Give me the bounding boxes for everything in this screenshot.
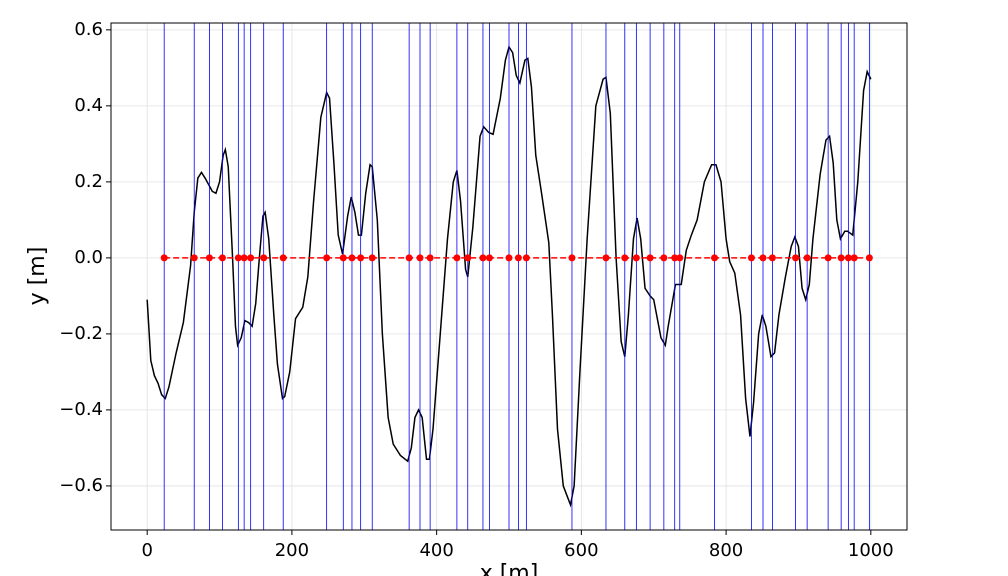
point xyxy=(234,254,242,262)
point xyxy=(522,254,530,262)
x-tick-label: 400 xyxy=(419,540,453,561)
x-axis-label: x [m] xyxy=(480,561,539,576)
point xyxy=(260,254,268,262)
point xyxy=(247,254,255,262)
point xyxy=(405,254,413,262)
point xyxy=(485,254,493,262)
point xyxy=(844,254,852,262)
point xyxy=(426,254,434,262)
y-tick-label: −0.6 xyxy=(59,475,103,496)
y-tick-label: −0.2 xyxy=(59,323,103,344)
point xyxy=(464,254,472,262)
x-tick-label: 200 xyxy=(275,540,309,561)
point xyxy=(160,254,168,262)
point xyxy=(357,254,365,262)
x-tick-label: 0 xyxy=(141,540,152,561)
point xyxy=(711,254,719,262)
point xyxy=(837,254,845,262)
point xyxy=(190,254,198,262)
point xyxy=(850,254,858,262)
point xyxy=(479,254,487,262)
y-tick-label: 0.0 xyxy=(74,247,103,268)
point xyxy=(218,254,226,262)
point xyxy=(676,254,684,262)
point xyxy=(323,254,331,262)
point xyxy=(759,254,767,262)
plot-frame xyxy=(110,22,908,531)
point xyxy=(660,254,668,262)
point xyxy=(514,254,522,262)
point xyxy=(671,254,679,262)
y-axis-label: y [m] xyxy=(25,247,50,306)
point xyxy=(348,254,356,262)
x-tick-label: 600 xyxy=(564,540,598,561)
point xyxy=(792,254,800,262)
point xyxy=(632,254,640,262)
point xyxy=(646,254,654,262)
point xyxy=(602,254,610,262)
point xyxy=(568,254,576,262)
point xyxy=(368,254,376,262)
point xyxy=(768,254,776,262)
point xyxy=(824,254,832,262)
point xyxy=(803,254,811,262)
point xyxy=(865,254,873,262)
point xyxy=(621,254,629,262)
point xyxy=(416,254,424,262)
y-tick-label: 0.6 xyxy=(74,19,103,40)
point xyxy=(205,254,213,262)
series-line xyxy=(146,45,872,508)
point xyxy=(240,254,248,262)
point xyxy=(747,254,755,262)
point xyxy=(505,254,513,262)
y-tick-label: 0.2 xyxy=(74,171,103,192)
x-tick-label: 800 xyxy=(709,540,743,561)
point xyxy=(279,254,287,262)
y-tick-label: −0.4 xyxy=(59,399,103,420)
point xyxy=(453,254,461,262)
y-tick-label: 0.4 xyxy=(74,95,103,116)
x-tick-label: 1000 xyxy=(848,540,894,561)
point xyxy=(339,254,347,262)
